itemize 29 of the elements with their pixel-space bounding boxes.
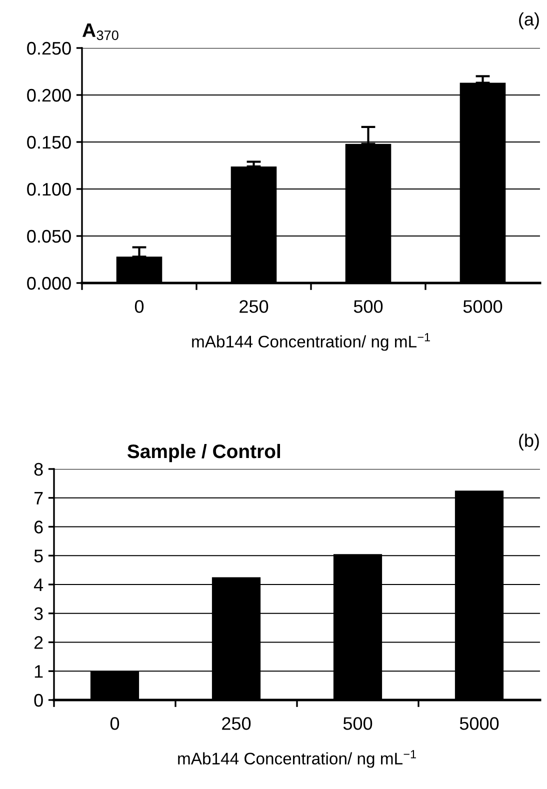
y-tick-label: 1 [34,665,43,678]
x-axis-title: mAb144 Concentration/ ng mL$^{−1}$ [192,333,430,351]
y-tick-label: 0.100 [27,182,71,196]
y-tick-label: 0.150 [27,136,71,149]
x-tick-label: 5000 [463,300,502,313]
x-tick-label: 250 [240,300,268,313]
y-tick-label: 0.250 [27,42,71,55]
y-tick-label: 6 [34,520,43,534]
text: (a) [519,12,539,30]
x-tick-label: 5000 [460,717,499,730]
x-tick-label: 0 [110,717,120,730]
y-tick-label: 2 [34,636,43,649]
y-tick-label: 8 [34,462,43,476]
y-tick-label: 4 [34,578,44,592]
x-tick-label: 500 [343,717,372,730]
x-tick-label: 250 [222,717,251,730]
x-tick-label: 500 [354,300,383,313]
y-tick-label: 3 [34,607,43,620]
text: (b) [519,434,539,451]
x-axis-title: mAb144 Concentration/ ng mL$^{−1}$ [178,750,416,768]
x-tick-label: 0 [134,300,144,313]
y-tick-label: 0.200 [27,88,71,102]
y-axis-title: A$_{370}$ [82,24,118,40]
y-axis-title: Sample / Control [127,444,280,462]
y-tick-label: 0 [34,694,43,707]
y-tick-label: 7 [34,492,43,504]
y-tick-label: 5 [34,550,43,562]
y-tick-label: 0.050 [27,230,71,243]
y-tick-label: 0.000 [27,276,71,290]
